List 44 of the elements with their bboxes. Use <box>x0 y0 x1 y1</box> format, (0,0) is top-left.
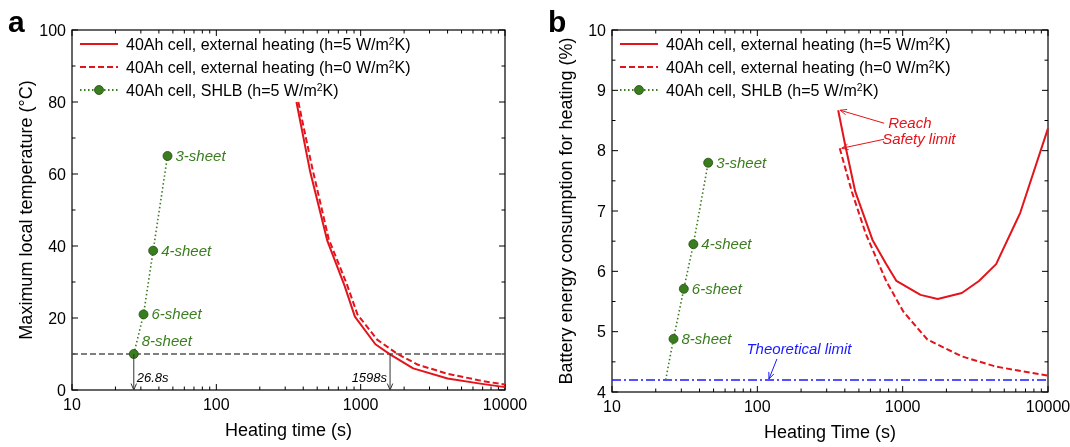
y-axis-title: Battery energy consumption for heating (%) <box>556 37 576 385</box>
y-tick-label: 10 <box>588 21 607 39</box>
x-tick-label: 10000 <box>482 396 528 413</box>
annotation: 3-sheet <box>175 147 227 164</box>
legend-label: 40Ah cell, SHLB (h=5 W/m$^{2}$K) <box>126 81 339 99</box>
annotation: 26.8s <box>135 370 170 385</box>
ref-line-label: Theoretical limit <box>746 339 853 357</box>
x-tick-label: 10000 <box>1025 398 1070 415</box>
y-tick-label: 5 <box>597 323 607 341</box>
x-tick-label: 100 <box>743 398 771 415</box>
y-tick-label: 8 <box>597 142 607 160</box>
y-tick-label: 100 <box>39 21 67 39</box>
y-tick-label: 60 <box>48 165 67 183</box>
chart-title: a <box>8 5 25 38</box>
y-tick-label: 9 <box>597 81 607 99</box>
legend-label: 40Ah cell, external heating (h=0 W/m$^{2}$K) <box>126 58 411 76</box>
x-tick-label: 1000 <box>342 396 379 413</box>
y-tick-label: 20 <box>48 309 67 327</box>
chart-title: b <box>548 5 567 38</box>
y-axis-title: Maximum local temperature (°C) <box>16 80 36 340</box>
y-tick-label: 80 <box>48 93 67 111</box>
x-axis-title: Heating time (s) <box>224 420 353 440</box>
annotation: 6-sheet <box>691 279 743 297</box>
annotation: 4-sheet <box>161 241 213 259</box>
annotation: 3-sheet <box>716 153 768 171</box>
y-tick-label: 4 <box>597 383 607 401</box>
x-tick-label: 1000 <box>884 398 921 415</box>
legend-label: 40Ah cell, SHLB (h=5 W/m$^{2}$K) <box>666 81 879 99</box>
legend-label: 40Ah cell, external heating (h=5 W/m$^{2}$K) <box>126 35 411 53</box>
legend-label: 40Ah cell, external heating (h=5 W/m$^{2}$K) <box>666 35 951 53</box>
y-tick-label: 0 <box>57 381 67 399</box>
y-tick-label: 40 <box>48 237 67 255</box>
x-tick-label: 10 <box>63 396 81 413</box>
annotation: 1598s <box>351 370 388 385</box>
legend-label: 40Ah cell, external heating (h=0 W/m$^{2}$K) <box>666 58 951 76</box>
x-axis-title: Heating Time (s) <box>763 422 897 442</box>
annotation: Reach Safety limit <box>882 114 957 148</box>
annotation: 8-sheet <box>681 329 733 347</box>
x-tick-label: 100 <box>202 396 230 413</box>
y-tick-label: 7 <box>597 202 607 220</box>
annotation: 4-sheet <box>701 235 753 253</box>
annotation: 6-sheet <box>151 305 203 323</box>
annotation: 8-sheet <box>141 332 193 349</box>
y-tick-label: 6 <box>597 262 607 280</box>
